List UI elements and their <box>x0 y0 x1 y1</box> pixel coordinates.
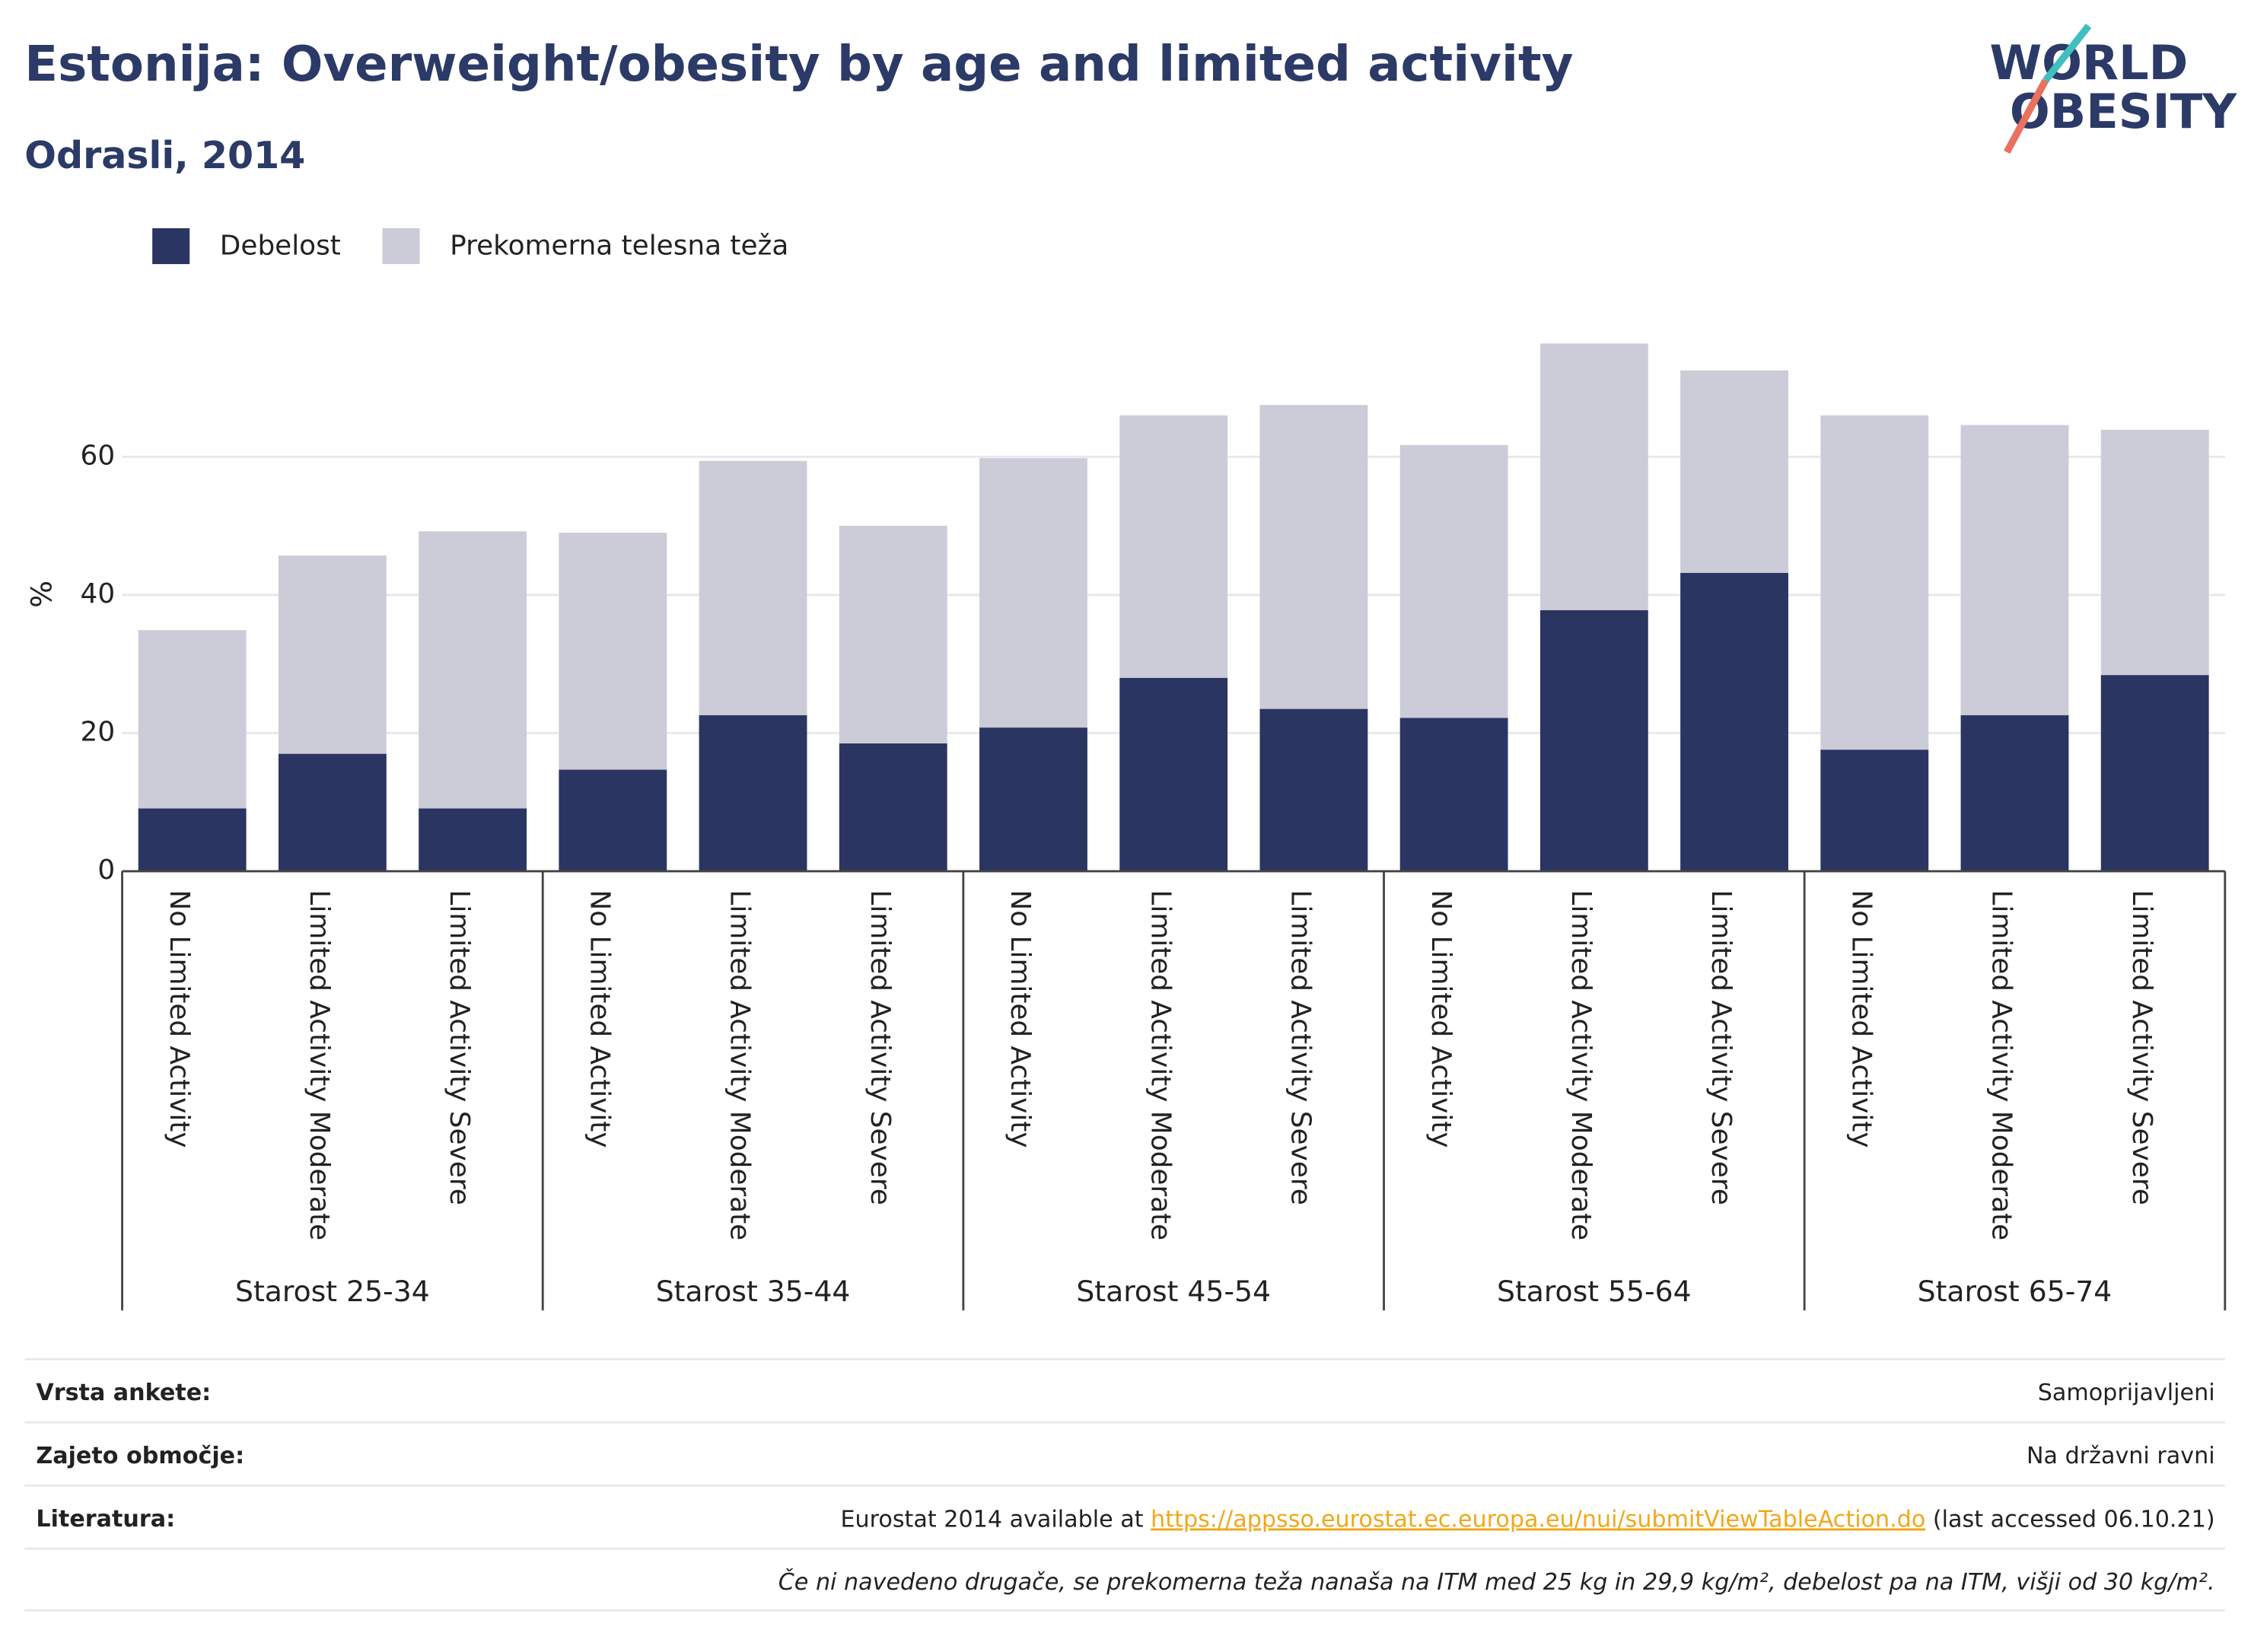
bar-segment <box>1399 444 1508 718</box>
y-axis-label: % <box>24 581 58 608</box>
logo-text: OBESITY <box>2010 84 2237 139</box>
x-tick-label: No Limited Activity <box>164 890 195 1147</box>
bar-segment <box>1399 718 1508 871</box>
x-tick-label: No Limited Activity <box>1845 890 1877 1147</box>
legend-label: Debelost <box>220 230 341 261</box>
bar-segment <box>559 769 667 871</box>
footer-label: Zajeto območje: <box>36 1443 244 1469</box>
footer-value: Samoprijavljeni <box>2038 1380 2215 1406</box>
bar-segment <box>138 808 247 871</box>
group-label: Starost 35-44 <box>656 1275 851 1308</box>
logo-slash <box>2003 78 2049 154</box>
bar-segment <box>1539 343 1648 610</box>
x-tick-label: Limited Activity Severe <box>1705 890 1737 1205</box>
footer-label: Vrsta ankete: <box>36 1380 211 1406</box>
literature-text: Eurostat 2014 available at <box>840 1506 1151 1533</box>
bar-segment <box>699 460 807 715</box>
x-tick-label: Limited Activity Moderate <box>724 890 756 1240</box>
bar-segment <box>979 727 1087 871</box>
bar-segment <box>839 526 947 743</box>
footer-label: Literatura: <box>36 1506 175 1533</box>
bar-segment <box>839 743 947 871</box>
x-tick-label: No Limited Activity <box>1005 890 1036 1147</box>
bar-segment <box>699 715 807 871</box>
bar-segment <box>1680 370 1788 573</box>
bar-segment <box>138 630 247 809</box>
bar-segment <box>1259 405 1368 709</box>
bar-segment <box>419 808 527 871</box>
bar-segment <box>1259 708 1368 871</box>
bar-segment <box>1820 415 1929 750</box>
logo-slash <box>2042 24 2092 83</box>
x-tick-label: Limited Activity Moderate <box>1986 890 2017 1240</box>
bar-segment <box>1820 750 1929 871</box>
group-label: Starost 55-64 <box>1497 1275 1692 1308</box>
legend-swatch <box>382 228 420 265</box>
bar-segment <box>278 753 387 871</box>
legend-swatch <box>152 228 190 265</box>
bar-segment <box>1680 572 1788 871</box>
bar-segment <box>419 531 527 809</box>
x-tick-label: Limited Activity Moderate <box>304 890 335 1240</box>
bar-segment <box>1119 677 1228 871</box>
bar-segment <box>979 458 1087 728</box>
y-tick-label: 40 <box>81 578 116 610</box>
literature-text: (last accessed 06.10.21) <box>1925 1506 2214 1533</box>
legend-label: Prekomerna telesna teža <box>450 230 788 261</box>
y-tick-label: 0 <box>97 855 115 886</box>
x-tick-label: Limited Activity Moderate <box>1565 890 1597 1240</box>
literature-link[interactable]: https://appsso.eurostat.ec.europa.eu/nui… <box>1151 1506 1925 1533</box>
x-tick-label: No Limited Activity <box>1425 890 1457 1147</box>
y-tick-label: 20 <box>81 716 116 747</box>
chart-title: Estonija: Overweight/obesity by age and … <box>24 36 1573 93</box>
footer-value: Eurostat 2014 available at https://appss… <box>840 1506 2214 1533</box>
footer-note: Če ni navedeno drugače, se prekomerna te… <box>778 1568 2215 1596</box>
x-tick-label: Limited Activity Severe <box>444 890 475 1205</box>
logo: WORLD OBESITY <box>1989 24 2237 154</box>
x-tick-label: No Limited Activity <box>584 890 615 1147</box>
bar-segment <box>1960 715 2069 871</box>
footer-value: Na državni ravni <box>2027 1443 2215 1469</box>
x-tick-label: Limited Activity Severe <box>1285 890 1317 1205</box>
x-tick-label: Limited Activity Severe <box>2126 890 2157 1205</box>
group-label: Starost 25-34 <box>235 1275 430 1308</box>
x-tick-label: Limited Activity Severe <box>864 890 896 1205</box>
x-tick-label: Limited Activity Moderate <box>1145 890 1176 1240</box>
bar-segment <box>1539 610 1648 871</box>
bar-segment <box>2100 675 2209 871</box>
bar-segment <box>1119 415 1228 678</box>
y-tick-label: 60 <box>81 440 116 471</box>
bar-segment <box>559 533 667 770</box>
bar-segment <box>2100 429 2209 676</box>
bar-segment <box>1960 425 2069 715</box>
bar-segment <box>278 555 387 754</box>
logo-text: WORLD <box>1989 35 2188 91</box>
group-label: Starost 45-54 <box>1076 1275 1271 1308</box>
chart-subtitle: Odrasli, 2014 <box>24 133 305 177</box>
group-label: Starost 65-74 <box>1918 1275 2113 1308</box>
